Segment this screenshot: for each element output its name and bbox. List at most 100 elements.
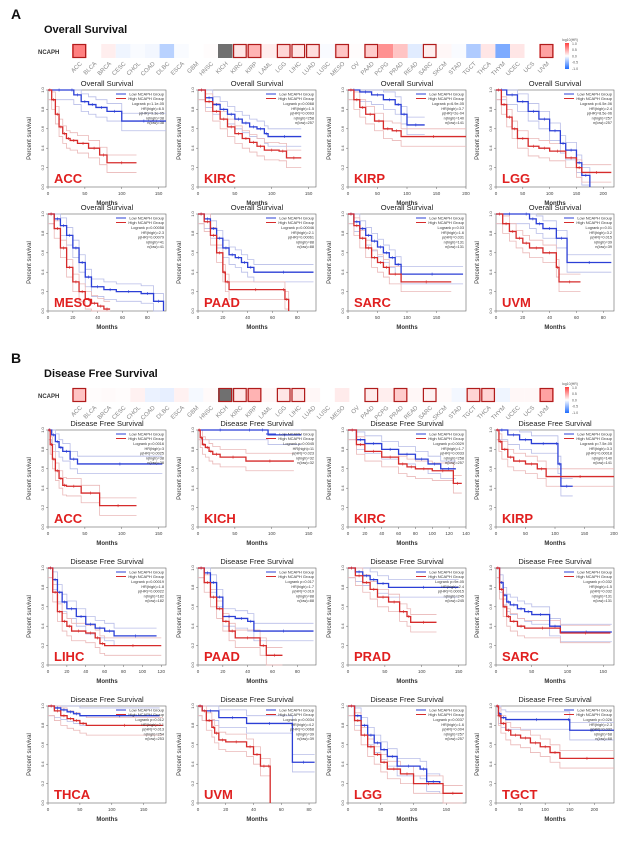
y-tick-label: 0.2 — [190, 642, 195, 648]
stat-line: p(HR)=9.3e-05 — [139, 112, 164, 116]
heatmap-cell-meso — [334, 388, 350, 402]
survival-curve-low — [48, 213, 165, 311]
plot-frame — [347, 567, 467, 666]
y-tick-label: 0.4 — [40, 145, 45, 151]
x-tick-label: 100 — [564, 669, 572, 674]
y-tick-label: 0.4 — [340, 761, 345, 767]
significance-box-sarc — [422, 387, 437, 403]
x-tick-label: 20 — [362, 531, 368, 536]
colorscale-tick: -1.0 — [572, 67, 578, 71]
cancer-label: PRAD — [354, 649, 391, 664]
y-axis-label: Percent survival — [27, 595, 33, 638]
x-tick-label: 0 — [347, 531, 350, 536]
y-tick-label: 0.0 — [340, 307, 345, 313]
y-axis-label: Percent survival — [27, 241, 33, 284]
y-tick-label: 0.4 — [488, 485, 493, 491]
x-tick-label: 20 — [70, 315, 76, 320]
heatmap-cell-stad — [451, 44, 467, 58]
x-tick-label: 0 — [47, 315, 50, 320]
heatmap-cell-acc — [72, 388, 87, 402]
stat-line: n(low)=131 — [445, 245, 464, 249]
km-plot-uvm: Overall Survival 0.0 0.2 0.4 0.6 0.8 1.0 0 20 40 6… — [475, 203, 615, 331]
cancer-label: KIRP — [354, 171, 385, 186]
cancer-label: UVM — [204, 787, 233, 802]
y-tick-label: 0.0 — [190, 523, 195, 529]
heatmap-cell-meso — [334, 44, 350, 58]
heatmap-row-label: NCAPH — [38, 394, 59, 400]
km-title: Overall Survival — [81, 203, 134, 212]
heatmap-cell-luad — [305, 388, 321, 402]
heatmap-cell-tgct — [466, 388, 481, 402]
significance-box-luad — [306, 43, 320, 59]
colorscale-bar — [565, 387, 569, 413]
x-tick-label: 50 — [520, 191, 526, 196]
y-tick-label: 0.6 — [40, 465, 45, 471]
x-tick-label: 150 — [155, 191, 163, 196]
ci-lower-high — [48, 99, 137, 173]
x-tick-label: 150 — [566, 807, 574, 812]
stat-line: n(low)=257 — [295, 121, 314, 125]
y-tick-label: 1.0 — [488, 702, 493, 708]
y-tick-label: 0.0 — [488, 307, 493, 313]
y-tick-label: 0.0 — [488, 183, 493, 189]
y-tick-label: 1.0 — [190, 426, 195, 432]
stat-line: Logrank p=6.5e-06 — [580, 102, 612, 106]
stat-line: n(low)=68 — [595, 737, 612, 741]
y-tick-label: 0.8 — [190, 722, 195, 728]
stat-line: HR(high)=1.5 — [589, 585, 612, 589]
heatmap-xtick-tgct: TGCT — [462, 61, 478, 77]
x-tick-label: 150 — [433, 315, 441, 320]
stat-line: HR(high)=1.7 — [291, 585, 314, 589]
y-tick-label: 0.4 — [340, 145, 345, 151]
colorscale-title: log10(HR) — [562, 382, 578, 386]
heatmap-cell-kirp — [247, 44, 262, 58]
stat-line: HR(high)=2.4 — [441, 585, 464, 589]
colorscale-tick: -0.5 — [572, 405, 578, 409]
heatmap-xtick-kirc: KIRC — [230, 61, 245, 76]
cancer-label: ACC — [54, 171, 83, 186]
x-tick-label: 0 — [347, 191, 350, 196]
colorscale-tick: 0.0 — [572, 54, 577, 58]
km-title: Disease Free Survival — [518, 695, 592, 704]
x-axis-label: Months — [246, 325, 268, 331]
y-tick-label: 0.2 — [190, 780, 195, 786]
significance-box-lgg — [276, 387, 291, 403]
x-axis-label: Months — [246, 201, 268, 207]
heatmap-cell-thym — [495, 44, 510, 58]
legend-label-low: Low NCAPH Group — [279, 216, 314, 221]
heatmap-cell-lusc — [320, 388, 335, 402]
legend-label-high: High NCAPH Group — [128, 96, 164, 101]
plot-frame — [347, 705, 467, 804]
survival-curve-low — [198, 213, 314, 273]
significance-box-thca — [481, 387, 495, 403]
y-tick-label: 0.2 — [488, 288, 493, 294]
cancer-label: KIRC — [204, 171, 236, 186]
y-tick-label: 0.0 — [340, 799, 345, 805]
stat-line: n(high)=258 — [444, 456, 464, 460]
plot-frame — [495, 705, 615, 804]
ci-lower-high — [348, 439, 462, 494]
stat-line: n(high)=182 — [144, 594, 164, 598]
legend-label-high: High NCAPH Group — [428, 712, 464, 717]
stat-line: Logrank p=0.00046 — [281, 226, 314, 230]
significance-box-uvm — [539, 43, 554, 59]
significance-box-kirp — [247, 43, 262, 59]
legend-label-low: Low NCAPH Group — [129, 570, 164, 575]
stat-line: Logrank p=0.0029 — [433, 442, 464, 446]
y-tick-label: 0.8 — [40, 106, 45, 112]
stat-line: p(HR)=0.00061 — [288, 236, 314, 240]
km-plot-lihc: Disease Free Survival 0.0 0.2 0.4 0.6 0.8 1.0 0… — [27, 557, 167, 685]
stat-line: n(low)=253 — [145, 737, 164, 741]
legend-label-high: High NCAPH Group — [128, 574, 164, 579]
ci-lower-high — [496, 439, 614, 487]
y-tick-label: 1.0 — [340, 86, 345, 92]
y-tick-label: 1.0 — [40, 86, 45, 92]
heatmap-cell-acc — [72, 44, 87, 58]
y-axis-label: Percent survival — [475, 457, 481, 500]
stat-line: Logrank p=0.012 — [135, 718, 164, 722]
stat-line: HR(high)=6.5 — [141, 107, 164, 111]
y-tick-label: 0.4 — [190, 145, 195, 151]
x-tick-label: 150 — [155, 531, 163, 536]
x-tick-label: 20 — [220, 669, 226, 674]
y-tick-label: 0.6 — [340, 741, 345, 747]
